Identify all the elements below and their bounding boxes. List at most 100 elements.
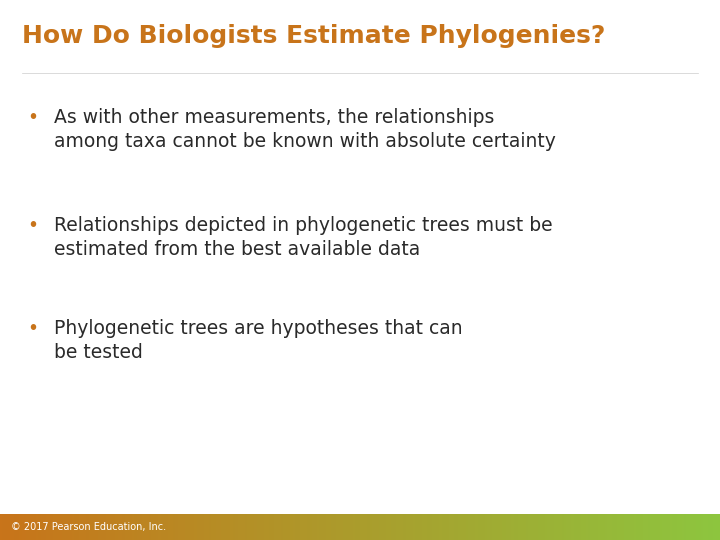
- Bar: [274, 514, 276, 540]
- Bar: [430, 514, 433, 540]
- Bar: [173, 514, 176, 540]
- Bar: [178, 514, 181, 540]
- Bar: [634, 514, 636, 540]
- Bar: [135, 514, 138, 540]
- Bar: [396, 514, 399, 540]
- Bar: [305, 514, 308, 540]
- Bar: [423, 514, 426, 540]
- Bar: [216, 514, 219, 540]
- Bar: [53, 514, 56, 540]
- Bar: [574, 514, 577, 540]
- Bar: [624, 514, 627, 540]
- Bar: [55, 514, 58, 540]
- Bar: [166, 514, 168, 540]
- Bar: [646, 514, 649, 540]
- Bar: [326, 514, 330, 540]
- Bar: [670, 514, 672, 540]
- Bar: [250, 514, 253, 540]
- Bar: [612, 514, 615, 540]
- Bar: [425, 514, 428, 540]
- Bar: [315, 514, 318, 540]
- Bar: [225, 514, 229, 540]
- Bar: [511, 514, 514, 540]
- Bar: [679, 514, 683, 540]
- Text: Relationships depicted in phylogenetic trees must be
estimated from the best ava: Relationships depicted in phylogenetic t…: [54, 216, 553, 259]
- Bar: [2, 514, 6, 540]
- Bar: [362, 514, 366, 540]
- Bar: [146, 514, 150, 540]
- Bar: [439, 514, 442, 540]
- Bar: [132, 514, 135, 540]
- Bar: [235, 514, 238, 540]
- Bar: [437, 514, 440, 540]
- Bar: [693, 514, 697, 540]
- Bar: [446, 514, 449, 540]
- Bar: [473, 514, 476, 540]
- Bar: [290, 514, 294, 540]
- Bar: [583, 514, 586, 540]
- Bar: [199, 514, 202, 540]
- Text: Phylogenetic trees are hypotheses that can
be tested: Phylogenetic trees are hypotheses that c…: [54, 319, 463, 362]
- Bar: [230, 514, 233, 540]
- Bar: [585, 514, 589, 540]
- Bar: [636, 514, 639, 540]
- Bar: [689, 514, 692, 540]
- Bar: [686, 514, 690, 540]
- Bar: [629, 514, 632, 540]
- Bar: [295, 514, 298, 540]
- Bar: [63, 514, 66, 540]
- Bar: [701, 514, 704, 540]
- Bar: [9, 514, 13, 540]
- Bar: [302, 514, 305, 540]
- Bar: [207, 514, 210, 540]
- Bar: [79, 514, 82, 540]
- Bar: [156, 514, 159, 540]
- Bar: [106, 514, 109, 540]
- Bar: [487, 514, 490, 540]
- Bar: [569, 514, 572, 540]
- Bar: [211, 514, 215, 540]
- Bar: [204, 514, 207, 540]
- Bar: [441, 514, 445, 540]
- Bar: [110, 514, 114, 540]
- Bar: [684, 514, 687, 540]
- Bar: [691, 514, 694, 540]
- Bar: [466, 514, 469, 540]
- Bar: [348, 514, 351, 540]
- Bar: [142, 514, 145, 540]
- Bar: [657, 514, 661, 540]
- Bar: [117, 514, 121, 540]
- Bar: [540, 514, 543, 540]
- Bar: [50, 514, 53, 540]
- Bar: [163, 514, 166, 540]
- Bar: [554, 514, 557, 540]
- Bar: [595, 514, 598, 540]
- Text: © 2017 Pearson Education, Inc.: © 2017 Pearson Education, Inc.: [11, 522, 166, 532]
- Bar: [91, 514, 94, 540]
- Bar: [259, 514, 262, 540]
- Bar: [324, 514, 327, 540]
- Bar: [665, 514, 668, 540]
- Bar: [122, 514, 125, 540]
- Bar: [660, 514, 663, 540]
- Bar: [194, 514, 197, 540]
- Bar: [398, 514, 402, 540]
- Bar: [189, 514, 193, 540]
- Bar: [605, 514, 608, 540]
- Bar: [27, 514, 30, 540]
- Bar: [667, 514, 670, 540]
- Bar: [247, 514, 251, 540]
- Bar: [300, 514, 303, 540]
- Bar: [24, 514, 27, 540]
- Bar: [288, 514, 291, 540]
- Bar: [293, 514, 296, 540]
- Bar: [588, 514, 591, 540]
- Bar: [521, 514, 524, 540]
- Bar: [96, 514, 99, 540]
- Bar: [533, 514, 536, 540]
- Bar: [713, 514, 716, 540]
- Bar: [161, 514, 164, 540]
- Bar: [243, 514, 246, 540]
- Bar: [307, 514, 310, 540]
- Bar: [382, 514, 384, 540]
